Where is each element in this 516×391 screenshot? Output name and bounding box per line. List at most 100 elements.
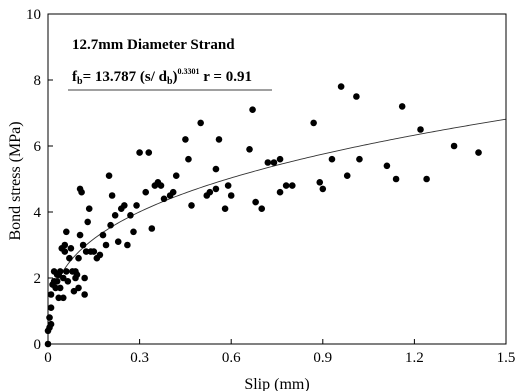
data-point bbox=[46, 314, 53, 321]
data-point bbox=[111, 212, 119, 219]
data-point bbox=[319, 185, 327, 193]
data-point bbox=[353, 93, 360, 100]
data-point bbox=[124, 241, 131, 249]
y-tick-label: 6 bbox=[34, 139, 42, 155]
data-point bbox=[130, 228, 137, 236]
x-tick-label: 0.3 bbox=[130, 350, 149, 366]
data-point bbox=[252, 198, 259, 206]
data-point bbox=[212, 165, 220, 173]
data-point bbox=[221, 205, 229, 212]
data-point bbox=[310, 119, 317, 127]
data-point bbox=[182, 136, 189, 143]
data-point bbox=[133, 202, 140, 209]
data-point bbox=[249, 106, 256, 113]
data-point bbox=[59, 274, 67, 282]
y-tick-label: 0 bbox=[34, 337, 42, 353]
data-point bbox=[67, 245, 75, 252]
data-point bbox=[224, 182, 232, 189]
data-point bbox=[47, 291, 55, 298]
data-point bbox=[81, 274, 88, 282]
data-point bbox=[121, 202, 128, 209]
data-point bbox=[55, 294, 62, 302]
data-point bbox=[398, 103, 406, 110]
x-tick-label: 1.2 bbox=[405, 350, 424, 366]
data-point bbox=[108, 192, 116, 199]
data-point bbox=[66, 254, 73, 262]
data-point bbox=[392, 175, 400, 183]
data-point bbox=[246, 146, 253, 153]
data-point bbox=[96, 251, 104, 259]
data-point bbox=[145, 149, 153, 156]
annotation: 12.7mm Diameter Strand fb= 13.787 (s/ db… bbox=[68, 37, 272, 91]
y-tick-label: 4 bbox=[34, 205, 42, 221]
equation-mid: = 13.787 (s/ d bbox=[83, 69, 168, 85]
equation-r: r = 0.91 bbox=[200, 69, 252, 85]
data-point bbox=[417, 126, 424, 133]
y-axis-label: Bond stress (MPa) bbox=[7, 121, 24, 240]
data-point bbox=[475, 149, 482, 156]
data-point bbox=[63, 268, 70, 275]
data-point bbox=[148, 225, 156, 232]
equation-mid-sub: b bbox=[167, 76, 173, 87]
data-point bbox=[383, 162, 391, 170]
data-point bbox=[64, 278, 72, 285]
annotation-title: 12.7mm Diameter Strand bbox=[72, 37, 235, 53]
data-point bbox=[90, 248, 98, 255]
data-point bbox=[185, 155, 192, 163]
data-point bbox=[107, 221, 114, 229]
data-point bbox=[61, 241, 69, 249]
data-point bbox=[59, 294, 67, 302]
data-point bbox=[270, 159, 278, 166]
data-point bbox=[56, 284, 64, 292]
data-point bbox=[75, 284, 82, 292]
plot-frame bbox=[47, 13, 507, 345]
data-points bbox=[44, 83, 482, 348]
data-point bbox=[450, 142, 458, 150]
data-point bbox=[84, 218, 91, 226]
data-point bbox=[160, 195, 168, 203]
data-point bbox=[288, 182, 296, 189]
data-point bbox=[53, 278, 61, 285]
equation-exponent: 0.3301 bbox=[178, 67, 200, 76]
data-point bbox=[212, 185, 220, 193]
data-point bbox=[47, 304, 55, 312]
x-tick-label: 0.6 bbox=[222, 350, 241, 366]
data-point bbox=[157, 182, 165, 189]
data-point bbox=[61, 248, 69, 255]
data-point bbox=[215, 136, 223, 143]
data-point bbox=[63, 228, 70, 236]
data-point bbox=[56, 268, 64, 275]
data-point bbox=[316, 179, 324, 186]
data-point bbox=[169, 188, 177, 196]
data-point bbox=[99, 231, 107, 239]
data-point bbox=[114, 238, 122, 245]
data-point bbox=[78, 188, 85, 196]
data-point bbox=[227, 192, 235, 199]
x-tick-label: 0.9 bbox=[313, 350, 332, 366]
data-point bbox=[73, 271, 81, 279]
data-point bbox=[328, 155, 336, 163]
x-tick-label: 0 bbox=[44, 350, 52, 366]
data-point bbox=[264, 159, 272, 166]
data-point bbox=[47, 320, 55, 328]
y-tick-label: 8 bbox=[34, 73, 42, 89]
data-point bbox=[356, 155, 363, 163]
data-point bbox=[343, 172, 351, 179]
data-point bbox=[206, 188, 214, 196]
data-point bbox=[197, 119, 204, 127]
data-point bbox=[276, 188, 284, 196]
data-point bbox=[85, 205, 93, 212]
data-point bbox=[188, 202, 195, 209]
data-point bbox=[258, 205, 266, 212]
data-point bbox=[282, 182, 290, 189]
equation-lhs: f bbox=[72, 69, 78, 85]
y-axis-label-group: Bond stress (MPa) bbox=[7, 121, 24, 240]
data-point bbox=[102, 241, 110, 249]
equation-close: ) bbox=[173, 69, 178, 85]
data-point bbox=[81, 291, 88, 298]
data-point bbox=[136, 149, 143, 156]
y-tick-label: 10 bbox=[26, 7, 41, 23]
data-point bbox=[76, 231, 84, 239]
